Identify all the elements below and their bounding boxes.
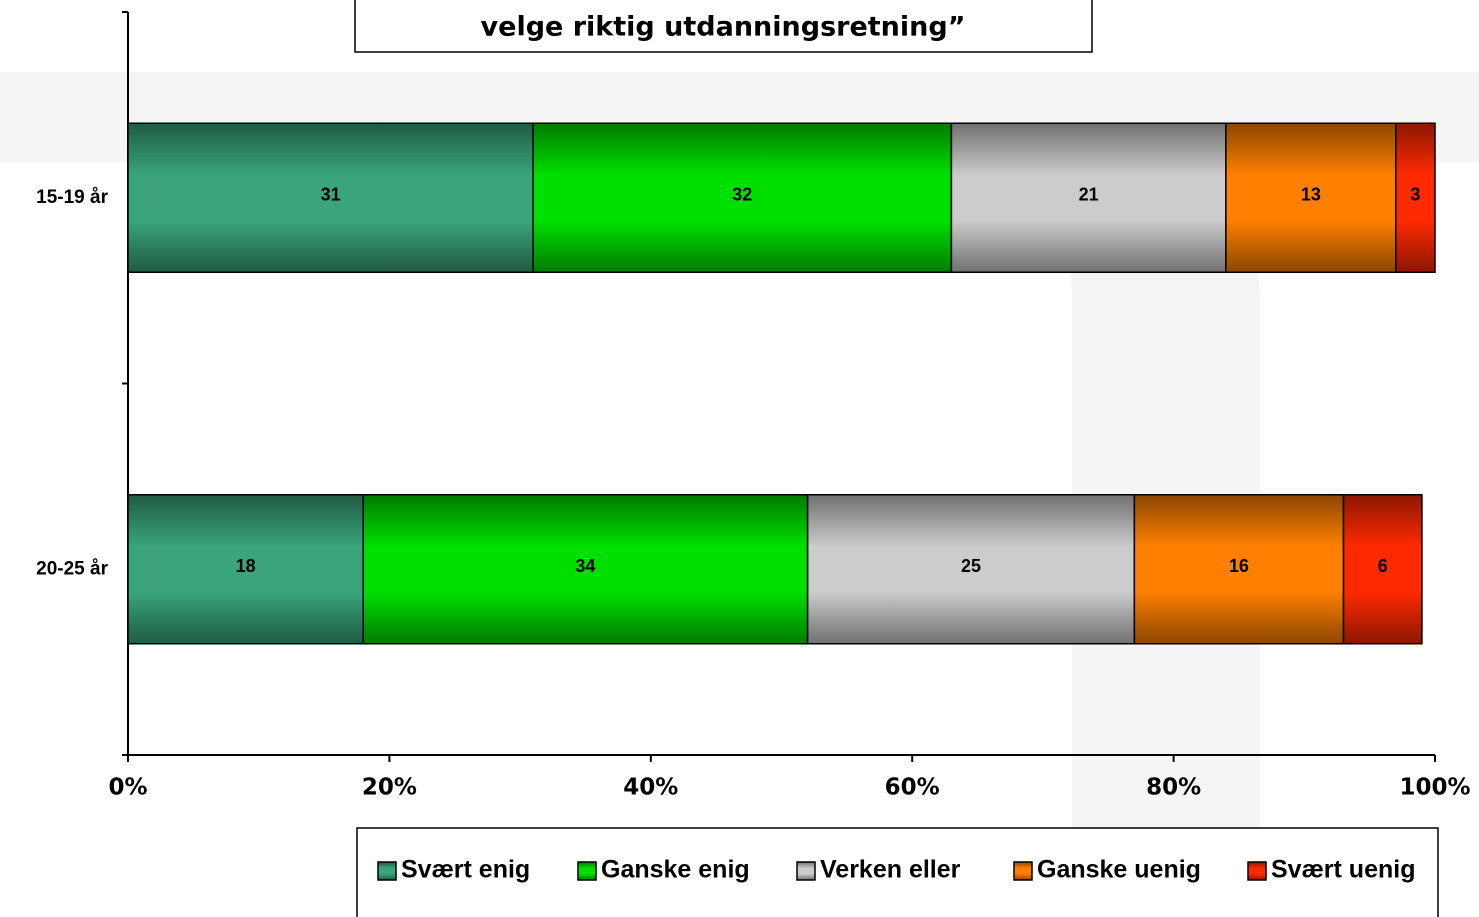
- bar-segment: [1395, 122, 1436, 273]
- legend-label: Svært uenig: [1271, 856, 1415, 884]
- value-label: 34: [575, 556, 595, 576]
- bar-segment: [1225, 122, 1397, 273]
- bar-segment: [127, 122, 534, 273]
- value-label: 13: [1301, 185, 1321, 205]
- bar-segment: [806, 494, 1136, 645]
- legend-label: Ganske enig: [601, 856, 750, 884]
- bar-segment: [127, 494, 365, 645]
- x-tick-label: 80%: [1146, 775, 1201, 801]
- value-label: 25: [961, 556, 981, 576]
- bar-segment: [950, 122, 1227, 273]
- value-label: 16: [1229, 556, 1249, 576]
- x-tick-label: 100%: [1399, 775, 1470, 801]
- legend-swatch: [1247, 861, 1267, 881]
- x-tick-label: 0%: [108, 775, 147, 801]
- x-tick-label: 60%: [885, 775, 940, 801]
- legend-swatch: [577, 861, 597, 881]
- bar-segment: [362, 494, 809, 645]
- bar-segment: [1342, 494, 1423, 645]
- legend-label: Ganske uenig: [1037, 856, 1201, 884]
- legend-swatch: [377, 861, 397, 881]
- value-label: 3: [1410, 185, 1420, 205]
- legend-label: Svært enig: [401, 856, 530, 884]
- value-label: 18: [236, 556, 256, 576]
- x-tick-label: 20%: [362, 775, 417, 801]
- legend-swatch: [1013, 861, 1033, 881]
- title-box: [354, 0, 1093, 53]
- bar-segment: [532, 122, 953, 273]
- y-tick-label: 15-19 år: [36, 187, 108, 208]
- legend-label: Verken eller: [820, 856, 961, 884]
- chart-title: velge riktig utdanningsretning”: [481, 12, 966, 43]
- value-label: 31: [321, 185, 341, 205]
- y-tick-label: 20-25 år: [36, 558, 108, 579]
- value-label: 32: [732, 185, 752, 205]
- x-tick-label: 40%: [623, 775, 678, 801]
- legend-swatch: [796, 861, 816, 881]
- value-label: 6: [1378, 556, 1388, 576]
- bar-segment: [1133, 494, 1345, 645]
- value-label: 21: [1079, 185, 1099, 205]
